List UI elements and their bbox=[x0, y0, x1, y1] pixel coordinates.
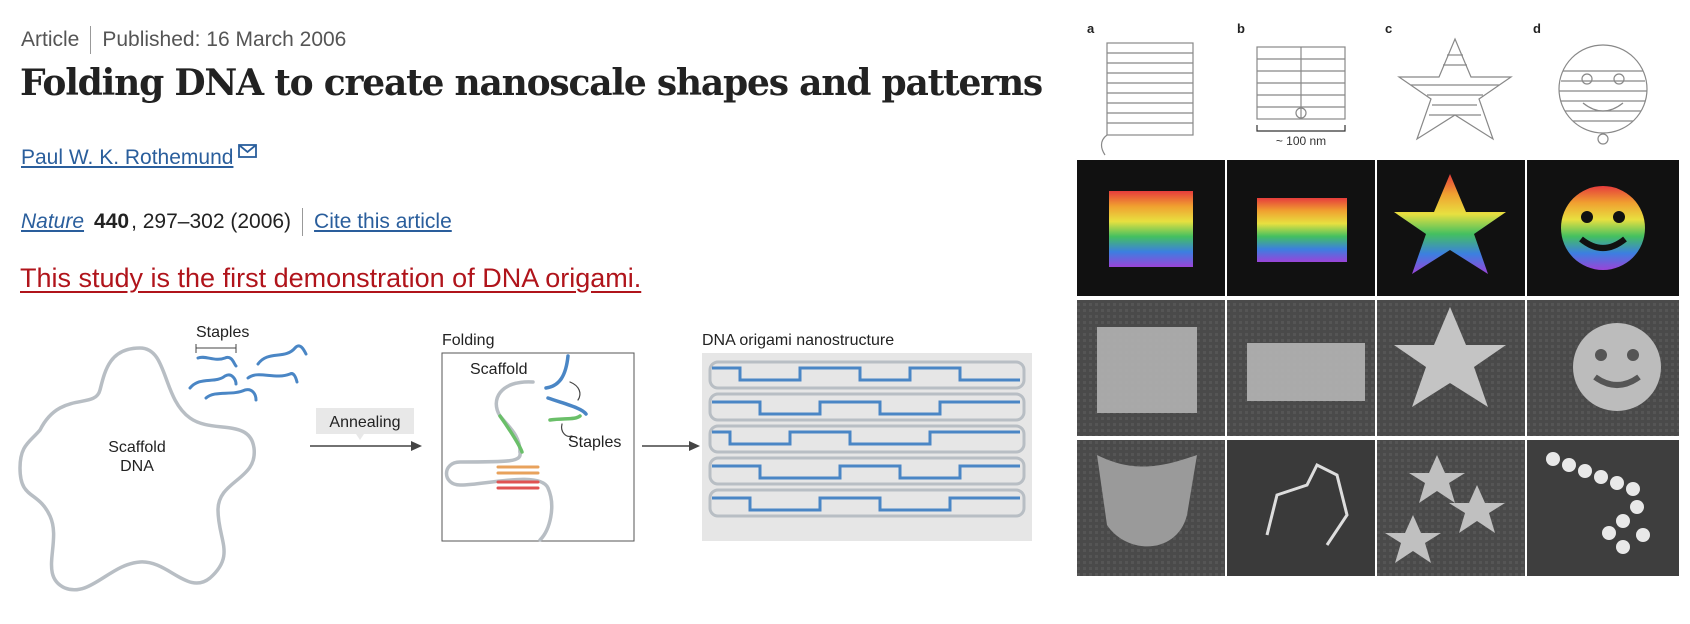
folding-illustration bbox=[444, 354, 588, 542]
result-arrowhead bbox=[689, 441, 700, 451]
afm-smiley-mouth bbox=[1593, 374, 1641, 388]
citation-line: Nature 440 , 297–302 (2006) Cite this ar… bbox=[21, 208, 452, 236]
afm-smiley-eye-left bbox=[1595, 349, 1607, 361]
folding-scaffold-label: Scaffold bbox=[470, 361, 528, 378]
staples-label: Staples bbox=[196, 324, 249, 341]
scale-bar-label: ~ 100 nm bbox=[1276, 134, 1326, 148]
render-square bbox=[1257, 198, 1347, 262]
cite-article-link[interactable]: Cite this article bbox=[314, 210, 452, 233]
folding-box bbox=[441, 352, 635, 542]
render-rectangle bbox=[1109, 191, 1193, 267]
staple-strands bbox=[188, 344, 308, 402]
scaffold-dna-label: Scaffold bbox=[108, 439, 166, 456]
panel-letter-b: b bbox=[1237, 21, 1245, 36]
design-rectangle bbox=[1100, 42, 1194, 156]
render-smiley-mouth bbox=[1579, 236, 1627, 251]
afm-smiley bbox=[1573, 323, 1661, 411]
afm-rectangle bbox=[1097, 327, 1197, 413]
author-link[interactable]: Paul W. K. Rothemund bbox=[21, 146, 234, 169]
afm-overview-shape-1 bbox=[1097, 455, 1197, 547]
annealing-label: Annealing bbox=[329, 414, 400, 431]
afm-overview-stars bbox=[1385, 455, 1505, 563]
highlight-note: This study is the first demonstration of… bbox=[20, 263, 642, 293]
origami-figure-grid: ~ 100 nm bbox=[1077, 37, 1679, 576]
dna-origami-schematic: Scaffold DNA Staples Annealing Folding S… bbox=[18, 324, 1032, 592]
design-star bbox=[1397, 37, 1513, 141]
afm-overview-smileys bbox=[1546, 452, 1650, 554]
scaffold-loop bbox=[18, 346, 256, 592]
origami-figure: a b c d bbox=[1077, 15, 1679, 606]
afm-overview-2 bbox=[1227, 440, 1375, 576]
render-star bbox=[1394, 174, 1506, 274]
render-smiley bbox=[1561, 186, 1645, 270]
afm-overview-chain bbox=[1265, 462, 1349, 546]
published-date: Published: 16 March 2006 bbox=[102, 28, 347, 51]
folding-title: Folding bbox=[442, 332, 494, 349]
article-meta: Article Published: 16 March 2006 bbox=[21, 26, 346, 54]
citation-divider bbox=[302, 208, 304, 236]
afm-smiley-eye-right bbox=[1627, 349, 1639, 361]
panel-letter-a: a bbox=[1087, 21, 1095, 36]
article-title: Folding DNA to create nanoscale shapes a… bbox=[20, 62, 1043, 104]
annealing-pointer bbox=[356, 434, 364, 440]
journal-link[interactable]: Nature bbox=[21, 210, 85, 233]
journal-volume: 440 bbox=[94, 210, 130, 233]
panel-letter-d: d bbox=[1533, 21, 1541, 36]
nanostructure-helices bbox=[708, 360, 1026, 518]
afm-square bbox=[1247, 343, 1365, 401]
staples-bracket bbox=[195, 344, 237, 353]
email-icon[interactable] bbox=[237, 142, 259, 160]
annealing-box bbox=[316, 408, 414, 434]
result-title: DNA origami nanostructure bbox=[702, 332, 894, 349]
panel-letter-c: c bbox=[1385, 21, 1393, 36]
meta-divider bbox=[90, 26, 92, 54]
annealing-arrowhead bbox=[411, 441, 422, 451]
scaffold-dna-label-line2: DNA bbox=[120, 458, 154, 475]
folding-staples-label: Staples bbox=[568, 434, 621, 451]
author-line: Paul W. K. Rothemund bbox=[21, 144, 259, 170]
render-smiley-eye-left bbox=[1581, 211, 1593, 223]
journal-pages: , 297–302 (2006) bbox=[131, 210, 292, 233]
article-type: Article bbox=[21, 28, 80, 51]
nanostructure-staples bbox=[712, 366, 1020, 512]
design-square-dimension bbox=[1256, 46, 1346, 132]
design-smiley bbox=[1558, 44, 1648, 145]
render-smiley-eye-right bbox=[1613, 211, 1625, 223]
afm-star bbox=[1394, 307, 1506, 407]
